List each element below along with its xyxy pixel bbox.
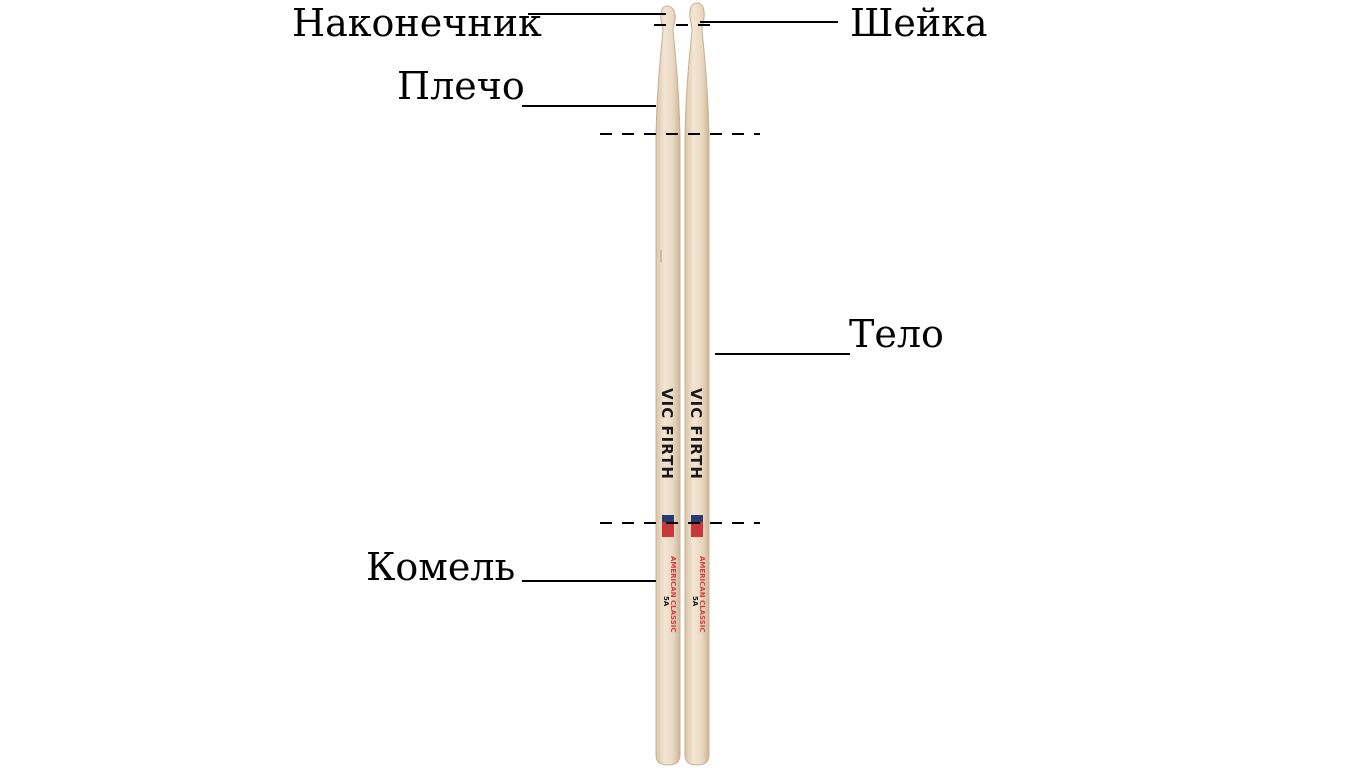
label-tip: Наконечник xyxy=(292,1,542,45)
label-neck: Шейка xyxy=(850,1,988,45)
drumstick-right xyxy=(684,2,710,766)
stick-branding-left: VIC FIRTH AMERICAN CLASSIC 5A xyxy=(658,388,677,633)
model-label-right: 5A xyxy=(691,596,699,607)
brand-logo-left: VIC FIRTH xyxy=(658,388,676,480)
brand-logo-right: VIC FIRTH xyxy=(687,388,705,480)
drumstick-left-shape xyxy=(655,5,681,766)
label-body: Тело xyxy=(849,312,944,356)
flag-canton-icon xyxy=(662,515,674,522)
label-butt: Комель xyxy=(366,545,516,589)
drumstick-left xyxy=(655,5,681,766)
series-label-left: AMERICAN CLASSIC xyxy=(669,556,677,633)
series-label-right: AMERICAN CLASSIC xyxy=(698,556,706,633)
flag-canton-icon xyxy=(691,515,703,522)
label-shoulder: Плечо xyxy=(397,64,525,108)
stick-branding-right: VIC FIRTH AMERICAN CLASSIC 5A xyxy=(687,388,706,633)
drumstick-right-shape xyxy=(684,2,710,766)
model-label-left: 5A xyxy=(662,596,670,607)
